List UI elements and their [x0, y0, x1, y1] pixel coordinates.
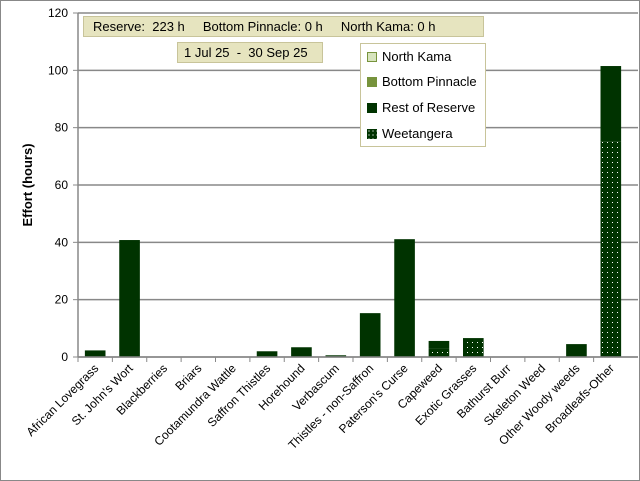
- legend-label: North Kama: [382, 49, 452, 64]
- north-kama-swatch-icon: [367, 51, 377, 62]
- legend: North Kama Bottom Pinnacle Rest of Reser…: [360, 43, 486, 147]
- bar-rest-of-reserve: [291, 347, 312, 357]
- reserve-summary: Reserve: 223 h Bottom Pinnacle: 0 h Nort…: [83, 16, 484, 37]
- legend-label: Weetangera: [382, 126, 453, 141]
- legend-label: Rest of Reserve: [382, 100, 476, 115]
- y-tick-label: 0: [61, 350, 68, 364]
- y-axis-label: Effort (hours): [20, 143, 35, 226]
- legend-item-north-kama: North Kama: [367, 49, 451, 64]
- legend-item-rest-of-reserve: Rest of Reserve: [367, 100, 475, 115]
- y-tick-label: 100: [48, 63, 68, 77]
- bottom-pinnacle-swatch-icon: [367, 76, 377, 87]
- weetangera-swatch-icon: [367, 128, 377, 139]
- bar-rest-of-reserve: [256, 351, 278, 357]
- date-range: 1 Jul 25 - 30 Sep 25: [177, 42, 323, 63]
- legend-item-bottom-pinnacle: Bottom Pinnacle: [367, 74, 477, 89]
- bar-rest-of-reserve: [428, 340, 450, 349]
- bar-rest-of-reserve: [325, 355, 347, 357]
- y-tick-label: 40: [55, 235, 69, 249]
- y-tick-label: 120: [48, 6, 68, 20]
- bar-weetangera: [428, 348, 450, 357]
- y-tick-label: 20: [55, 293, 69, 307]
- bar-rest-of-reserve: [84, 350, 106, 357]
- bar-weetangera: [600, 141, 622, 357]
- bar-weetangera: [463, 338, 484, 357]
- y-tick-label: 60: [55, 178, 69, 192]
- bar-rest-of-reserve: [119, 240, 140, 357]
- bar-rest-of-reserve: [566, 344, 587, 357]
- legend-label: Bottom Pinnacle: [382, 74, 477, 89]
- legend-item-weetangera: Weetangera: [367, 126, 453, 141]
- bar-rest-of-reserve: [359, 313, 381, 357]
- x-tick-label: Briars: [172, 361, 204, 393]
- bar-rest-of-reserve: [600, 66, 622, 142]
- y-tick-label: 80: [55, 121, 69, 135]
- rest-of-reserve-swatch-icon: [367, 102, 377, 113]
- bar-rest-of-reserve: [394, 239, 415, 357]
